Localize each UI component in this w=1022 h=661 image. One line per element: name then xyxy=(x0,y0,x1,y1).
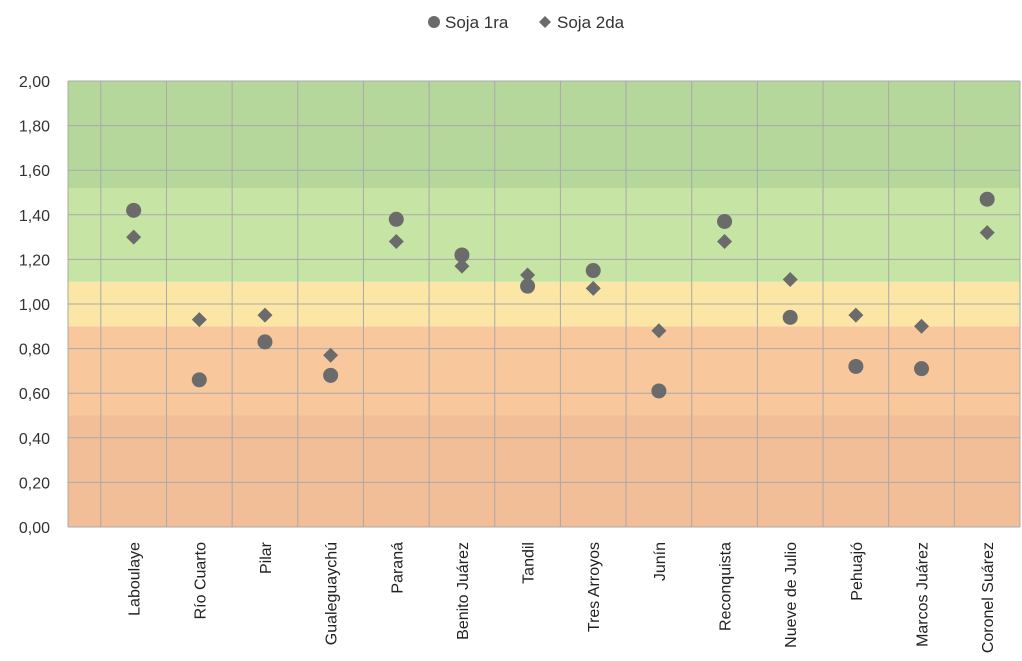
x-category-label: Junín xyxy=(652,542,669,581)
y-tick-label: 1,00 xyxy=(19,297,50,314)
point-soja-2da xyxy=(848,307,864,323)
x-category-label: Coronel Suárez xyxy=(980,542,997,653)
x-category-label: Nueve de Julio xyxy=(783,542,800,648)
legend-label-soja-2da: Soja 2da xyxy=(557,13,625,32)
point-soja-1ra xyxy=(126,202,142,218)
point-soja-1ra xyxy=(191,372,207,388)
y-tick-label: 1,80 xyxy=(19,119,50,136)
band-0 xyxy=(68,415,1020,527)
point-soja-2da xyxy=(257,307,273,323)
legend-marker-soja-2da xyxy=(539,16,551,28)
grid-lines xyxy=(67,80,1021,528)
x-category-label: Paraná xyxy=(389,542,406,594)
x-axis: Laboulaye Río Cuarto Pilar Gualeguaychú Para… xyxy=(127,541,998,653)
point-soja-1ra xyxy=(388,211,404,227)
y-tick-label: 1,40 xyxy=(19,208,50,225)
point-soja-2da xyxy=(585,280,601,296)
point-soja-2da xyxy=(979,225,995,241)
y-axis: 0,00 0,20 0,40 0,60 0,80 1,00 1,20 1,40 1,60 1,80… xyxy=(19,74,50,537)
y-tick-label: 0,20 xyxy=(19,475,50,492)
y-tick-label: 0,40 xyxy=(19,431,50,448)
point-soja-1ra xyxy=(520,278,536,294)
point-soja-2da xyxy=(388,234,404,250)
point-soja-1ra xyxy=(914,361,930,377)
point-soja-2da xyxy=(717,234,733,250)
band-4 xyxy=(68,81,1020,189)
legend-label-soja-1ra: Soja 1ra xyxy=(445,13,509,32)
data-points xyxy=(126,191,995,399)
x-category-label: Benito Juárez xyxy=(455,542,472,640)
point-soja-1ra xyxy=(717,213,733,229)
y-tick-label: 1,20 xyxy=(19,252,50,269)
point-soja-1ra xyxy=(323,367,339,383)
y-tick-label: 2,00 xyxy=(19,74,50,91)
point-soja-1ra xyxy=(651,383,667,399)
x-category-label: Tandil xyxy=(521,542,538,584)
x-category-label: Marcos Juárez xyxy=(915,542,932,647)
point-soja-2da xyxy=(191,312,207,328)
x-category-label: Río Cuarto xyxy=(192,542,209,619)
point-soja-2da xyxy=(651,323,667,339)
point-soja-2da xyxy=(454,258,470,274)
x-category-label: Gualeguaychú xyxy=(324,542,341,645)
point-soja-2da xyxy=(520,267,536,283)
point-soja-2da xyxy=(126,229,142,245)
legend: Soja 1ra Soja 2da xyxy=(428,13,625,32)
x-category-label: Reconquista xyxy=(718,542,735,631)
band-1 xyxy=(68,326,1020,416)
band-3 xyxy=(68,188,1020,282)
x-category-label: Pehuajó xyxy=(849,542,866,601)
x-category-label: Laboulaye xyxy=(127,542,144,616)
x-category-label: Tres Arroyos xyxy=(586,542,603,632)
y-tick-label: 0,80 xyxy=(19,342,50,359)
point-soja-1ra xyxy=(257,334,273,350)
y-tick-label: 0,00 xyxy=(19,520,50,537)
point-soja-2da xyxy=(914,318,930,334)
y-tick-label: 1,60 xyxy=(19,163,50,180)
legend-marker-soja-1ra xyxy=(428,16,440,28)
y-tick-label: 0,60 xyxy=(19,386,50,403)
point-soja-1ra xyxy=(979,191,995,207)
point-soja-1ra xyxy=(848,358,864,374)
point-soja-2da xyxy=(323,347,339,363)
point-soja-1ra xyxy=(585,263,601,279)
point-soja-1ra xyxy=(454,247,470,263)
point-soja-2da xyxy=(782,271,798,287)
point-soja-1ra xyxy=(782,309,798,325)
x-category-label: Pilar xyxy=(258,541,275,574)
